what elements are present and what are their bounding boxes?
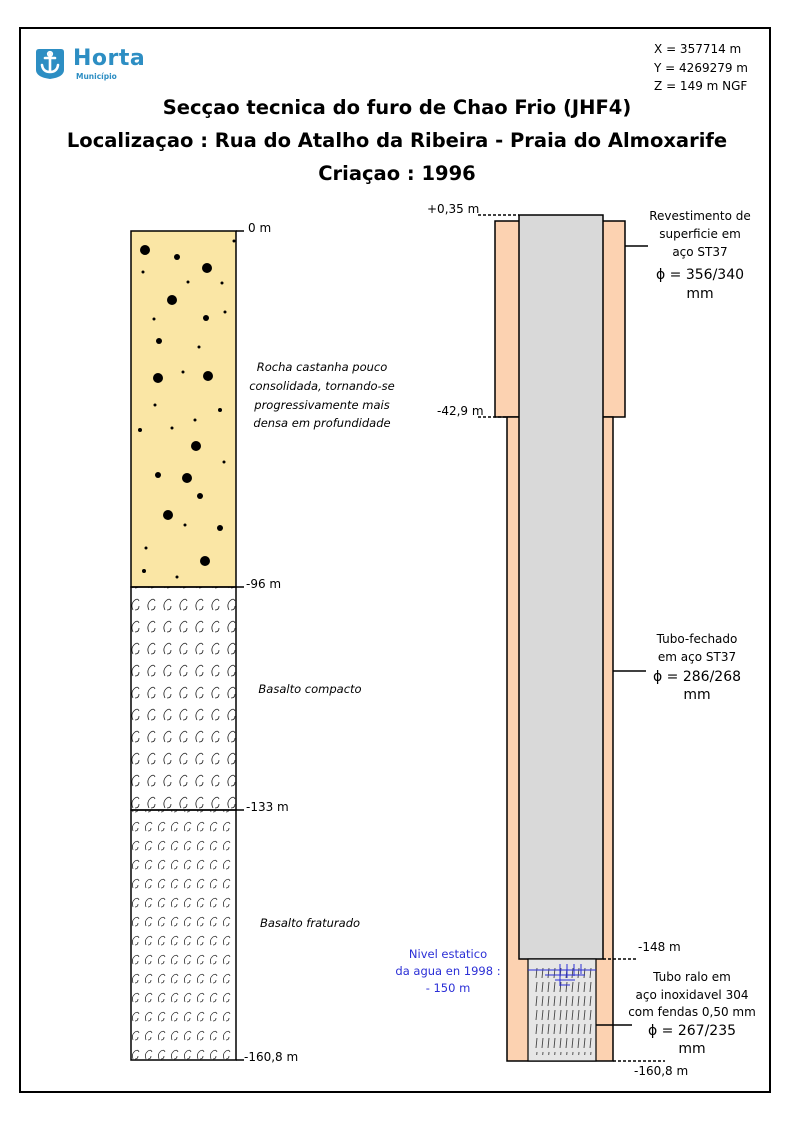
svg-text:em aço ST37: em aço ST37 bbox=[658, 650, 736, 664]
annotation-closed-tube: Tubo-fechado em aço ST37 ϕ = 286/268 mm bbox=[653, 632, 741, 703]
depth-label-133: -133 m bbox=[246, 800, 289, 814]
geology-column bbox=[130, 230, 244, 1061]
svg-text:ϕ = 267/235: ϕ = 267/235 bbox=[648, 1023, 736, 1039]
svg-text:mm: mm bbox=[686, 286, 713, 302]
depth-label-160-8: -160,8 m bbox=[244, 1050, 298, 1064]
logo-name: Horta bbox=[73, 46, 146, 71]
svg-text:- 150 m: - 150 m bbox=[426, 981, 471, 995]
svg-text:aço ST37: aço ST37 bbox=[672, 245, 727, 259]
svg-text:da agua en 1998 :: da agua en 1998 : bbox=[395, 964, 500, 978]
svg-text:mm: mm bbox=[683, 687, 710, 703]
svg-text:consolidada, tornando-se: consolidada, tornando-se bbox=[249, 379, 395, 393]
closed-tube bbox=[518, 214, 604, 960]
coordinate-z: Z = 149 m NGF bbox=[654, 79, 748, 93]
well-column bbox=[494, 214, 626, 1062]
casing-bottom-label: -42,9 m bbox=[437, 404, 484, 418]
layer-fractured-basalt bbox=[130, 809, 237, 1061]
water-level-marker bbox=[528, 964, 596, 986]
svg-text:densa em profundidade: densa em profundidade bbox=[253, 416, 390, 430]
svg-text:Nivel estatico: Nivel estatico bbox=[409, 947, 487, 961]
svg-text:ϕ = 286/268: ϕ = 286/268 bbox=[653, 669, 741, 685]
tube-bottom-label: -148 m bbox=[638, 940, 681, 954]
well-bottom-label: -160,8 m bbox=[634, 1064, 688, 1078]
layer-label-brown-rock: Rocha castanha pouco consolidada, tornan… bbox=[249, 360, 395, 430]
svg-text:Rocha castanha pouco: Rocha castanha pouco bbox=[257, 360, 388, 374]
depth-label-96: -96 m bbox=[246, 577, 281, 591]
svg-text:Tubo-fechado: Tubo-fechado bbox=[656, 632, 738, 646]
svg-text:aço inoxidavel 304: aço inoxidavel 304 bbox=[636, 988, 749, 1002]
anchor-icon bbox=[36, 49, 64, 79]
logo-subtitle: Município bbox=[76, 72, 117, 81]
title-line-3: Criaçao : 1996 bbox=[318, 162, 476, 185]
title-line-1: Secçao tecnica do furo de Chao Frio (JHF… bbox=[162, 96, 632, 119]
svg-text:com fendas 0,50 mm: com fendas 0,50 mm bbox=[628, 1005, 756, 1019]
layer-compact-basalt bbox=[130, 586, 237, 811]
svg-text:progressivamente mais: progressivamente mais bbox=[253, 398, 389, 412]
coordinate-x: X = 357714 m bbox=[654, 42, 742, 56]
layer-label-compact-basalt: Basalto compacto bbox=[258, 682, 361, 696]
annotation-water-level: Nivel estatico da agua en 1998 : - 150 m bbox=[395, 947, 500, 995]
page-frame bbox=[19, 27, 771, 1093]
svg-text:mm: mm bbox=[678, 1041, 705, 1057]
annotation-surface-casing: Revestimento de superficie em aço ST37 ϕ… bbox=[649, 209, 751, 302]
depth-label-0: 0 m bbox=[248, 221, 271, 235]
sand-dots bbox=[138, 239, 236, 579]
well-top-label: +0,35 m bbox=[427, 202, 479, 216]
svg-text:ϕ = 356/340: ϕ = 356/340 bbox=[656, 267, 744, 283]
annotation-screen-tube: Tubo ralo em aço inoxidavel 304 com fend… bbox=[628, 970, 756, 1057]
coordinate-y: Y = 4269279 m bbox=[654, 60, 748, 75]
svg-text:Revestimento de: Revestimento de bbox=[649, 209, 751, 223]
svg-text:superficie em: superficie em bbox=[659, 227, 741, 241]
coordinates-block: X = 357714 m Y = 4269279 m Z = 149 m NGF bbox=[654, 40, 748, 96]
title-line-2: Localizaçao : Rua do Atalho da Ribeira -… bbox=[66, 129, 728, 152]
screen-slots bbox=[532, 965, 592, 1055]
layer-label-fractured-basalt: Basalto fraturado bbox=[260, 916, 360, 930]
svg-text:Tubo ralo em: Tubo ralo em bbox=[652, 970, 731, 984]
